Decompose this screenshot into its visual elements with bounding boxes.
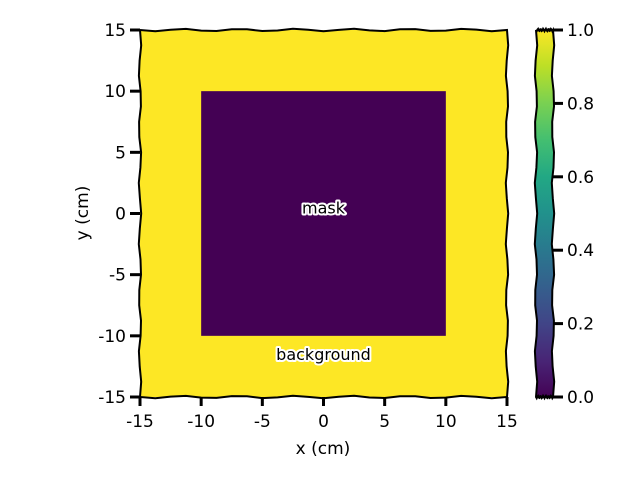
y-tick-label: 10	[104, 82, 126, 102]
colorbar-body	[533, 26, 556, 401]
axes: -15 -10 -5 0 5 10 15 -15 -10 -5 0 5 10 15	[98, 21, 518, 432]
y-tick-label: -10	[98, 327, 126, 347]
background-annotation: background	[276, 345, 371, 364]
x-tick-label: -15	[126, 412, 154, 432]
colorbar: 0.0 0.2 0.4 0.6 0.8 1.0	[533, 21, 594, 408]
colorbar-tick-label: 1.0	[567, 21, 594, 41]
y-axis-label: y (cm)	[73, 186, 93, 241]
x-axis-label: x (cm)	[296, 439, 351, 459]
x-tick-label: 10	[435, 412, 457, 432]
colorbar-tick-label: 0.8	[567, 94, 594, 114]
x-tick-label: 0	[318, 412, 329, 432]
y-tick-label: 0	[115, 205, 126, 225]
mask-annotation: mask	[302, 198, 346, 217]
y-tick-label: 15	[104, 21, 126, 41]
y-tick-label: -15	[98, 388, 126, 408]
x-tick-label: 15	[496, 412, 518, 432]
x-tick-label: -10	[187, 412, 215, 432]
colorbar-tick-label: 0.2	[567, 315, 594, 335]
x-tick-label: 5	[379, 412, 390, 432]
x-tick-label: -5	[254, 412, 271, 432]
plot-area: mask background	[140, 30, 507, 397]
colorbar-tick-label: 0.6	[567, 168, 594, 188]
colorbar-tick-label: 0.4	[567, 241, 594, 261]
colorbar-tick-label: 0.0	[567, 388, 594, 408]
y-tick-label: 5	[115, 143, 126, 163]
y-tick-label: -5	[109, 266, 126, 286]
mask-region	[201, 91, 446, 336]
